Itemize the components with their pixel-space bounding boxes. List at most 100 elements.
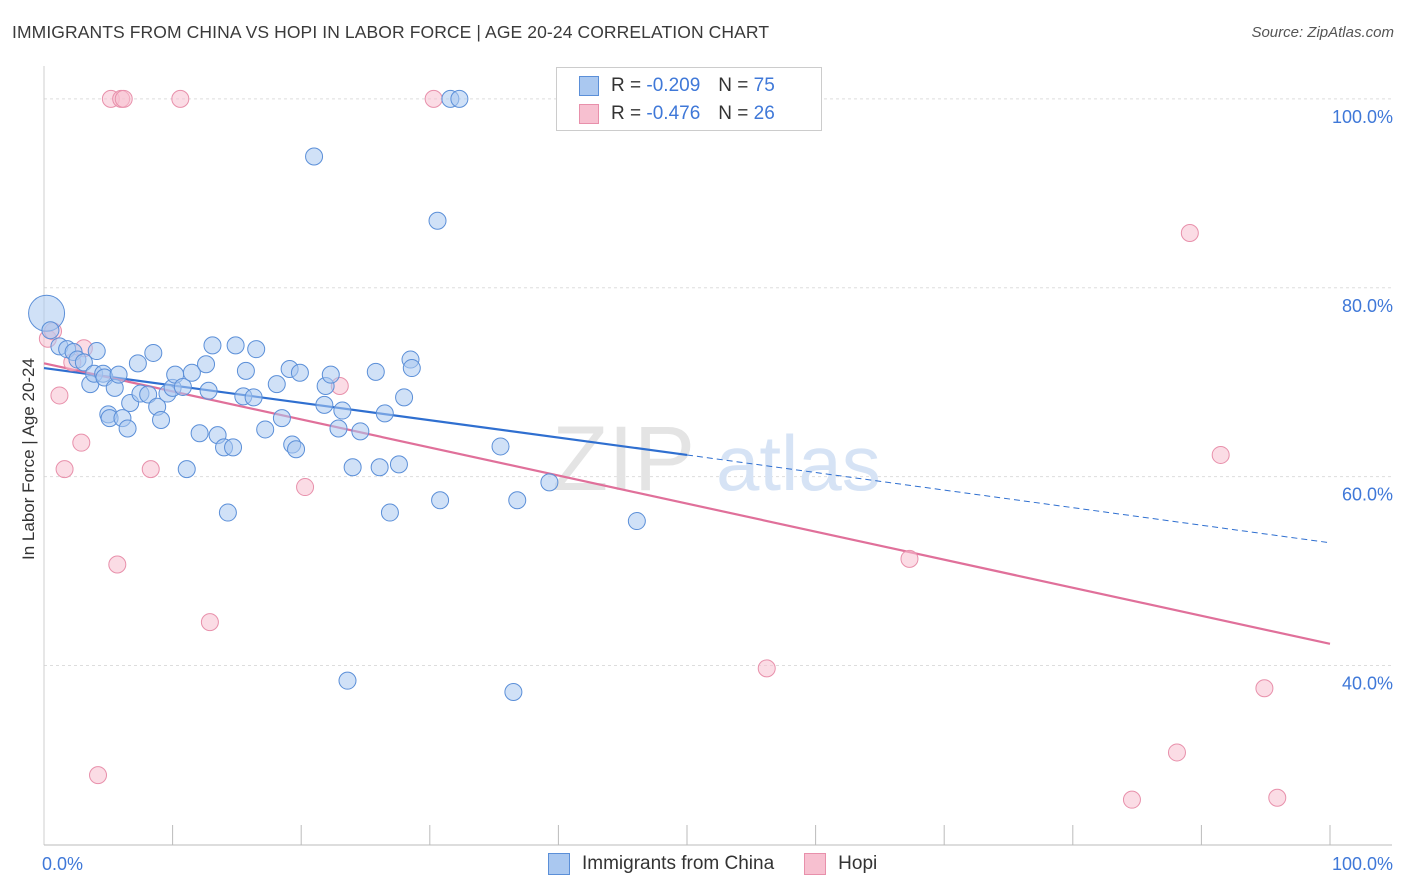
china-trend-line-extension: [686, 454, 1331, 544]
china-trend-line: [43, 366, 688, 457]
china-point: [197, 355, 216, 374]
china-point: [41, 321, 60, 340]
china-point: [491, 437, 510, 456]
hopi-swatch: [804, 853, 827, 875]
china-point: [305, 147, 324, 166]
n-value-hopi: 26: [753, 103, 775, 124]
n-label: N =: [718, 103, 749, 124]
china-point: [87, 342, 106, 361]
hopi-point: [50, 386, 69, 405]
trend-lines: [43, 362, 1331, 645]
china-point: [370, 458, 389, 477]
china-point: [375, 404, 394, 423]
axes: [43, 66, 1392, 846]
gridlines: [44, 98, 1392, 667]
y-tick-label: 100.0%: [1332, 107, 1393, 127]
y-tick-label: 80.0%: [1342, 296, 1393, 316]
china-point: [627, 512, 646, 531]
r-label: R =: [611, 103, 642, 124]
x-tick-label: 0.0%: [42, 854, 83, 874]
china-point: [256, 420, 275, 439]
n-value-china: 75: [753, 75, 775, 96]
hopi-point: [757, 659, 776, 678]
watermark-zip: ZIP: [552, 408, 695, 510]
china-point: [144, 343, 163, 362]
china-point: [224, 438, 243, 457]
china-point: [247, 340, 266, 359]
china-point: [389, 455, 408, 474]
hopi-point: [141, 460, 160, 479]
legend-item-hopi[interactable]: Hopi: [804, 853, 877, 875]
china-point: [173, 377, 192, 396]
china-point: [366, 362, 385, 381]
hopi-point: [424, 89, 443, 108]
china-point: [540, 473, 559, 492]
china-point: [74, 353, 93, 372]
hopi-swatch: [579, 104, 599, 124]
china-point: [338, 671, 357, 690]
china-point: [290, 363, 309, 382]
hopi-point: [1167, 743, 1186, 762]
china-point: [199, 381, 218, 400]
hopi-point: [89, 766, 108, 785]
china-point: [343, 458, 362, 477]
watermark-atlas: atlas: [716, 419, 881, 507]
china-point: [203, 336, 222, 355]
china-point: [321, 365, 340, 384]
legend-label-china: Immigrants from China: [582, 853, 775, 874]
y-tick-label: 60.0%: [1342, 485, 1393, 505]
china-point: [431, 491, 450, 510]
china-point: [226, 336, 245, 355]
china-point: [287, 440, 306, 459]
n-label: N =: [718, 75, 749, 96]
hopi-point: [55, 460, 74, 479]
y-axis-label: In Labor Force | Age 20-24: [19, 358, 38, 560]
china-point: [182, 363, 201, 382]
hopi-point: [1122, 790, 1141, 809]
x-tick-label: 100.0%: [1332, 854, 1393, 874]
legend-label-hopi: Hopi: [838, 853, 878, 874]
hopi-point: [1180, 224, 1199, 242]
china-point: [177, 460, 196, 479]
china-point: [272, 409, 291, 428]
legend-row-china: R = -0.209 N = 75: [579, 73, 775, 99]
tick-labels: 40.0% 60.0% 80.0% 100.0% 0.0% 100.0%: [42, 107, 1393, 874]
hopi-point: [108, 555, 127, 574]
china-point: [504, 683, 523, 701]
hopi-point: [72, 433, 91, 452]
china-point: [152, 411, 171, 429]
china-point: [218, 503, 237, 522]
china-point: [128, 354, 147, 373]
china-point: [508, 491, 527, 510]
r-value-china: -0.209: [646, 75, 701, 96]
china-point: [139, 385, 158, 404]
china-point: [402, 359, 421, 378]
china-swatch: [548, 853, 570, 875]
china-point: [428, 211, 447, 230]
legend-item-china[interactable]: Immigrants from China: [548, 853, 774, 875]
hopi-trend-line: [43, 362, 1331, 645]
hopi-point: [171, 89, 190, 108]
china-point: [190, 424, 209, 443]
china-swatch: [579, 76, 599, 96]
watermark: ZIP atlas: [552, 408, 881, 510]
china-point: [380, 503, 399, 522]
china-point: [118, 419, 137, 438]
hopi-point: [296, 478, 315, 497]
china-point: [267, 375, 286, 394]
china-point: [395, 388, 414, 407]
hopi-point: [1255, 679, 1274, 698]
china-point: [109, 365, 128, 384]
hopi-point: [200, 613, 219, 632]
y-tick-label: 40.0%: [1342, 674, 1393, 694]
china-point: [315, 395, 334, 414]
china-point: [244, 388, 263, 407]
r-value-hopi: -0.476: [646, 103, 701, 124]
legend-row-hopi: R = -0.476 N = 26: [579, 101, 775, 127]
series-legend: Immigrants from China Hopi: [548, 850, 907, 878]
china-point: [450, 89, 469, 108]
correlation-legend: R = -0.209 N = 75 R = -0.476 N = 26: [556, 67, 822, 131]
china-point: [236, 361, 255, 380]
china-point: [351, 422, 370, 441]
